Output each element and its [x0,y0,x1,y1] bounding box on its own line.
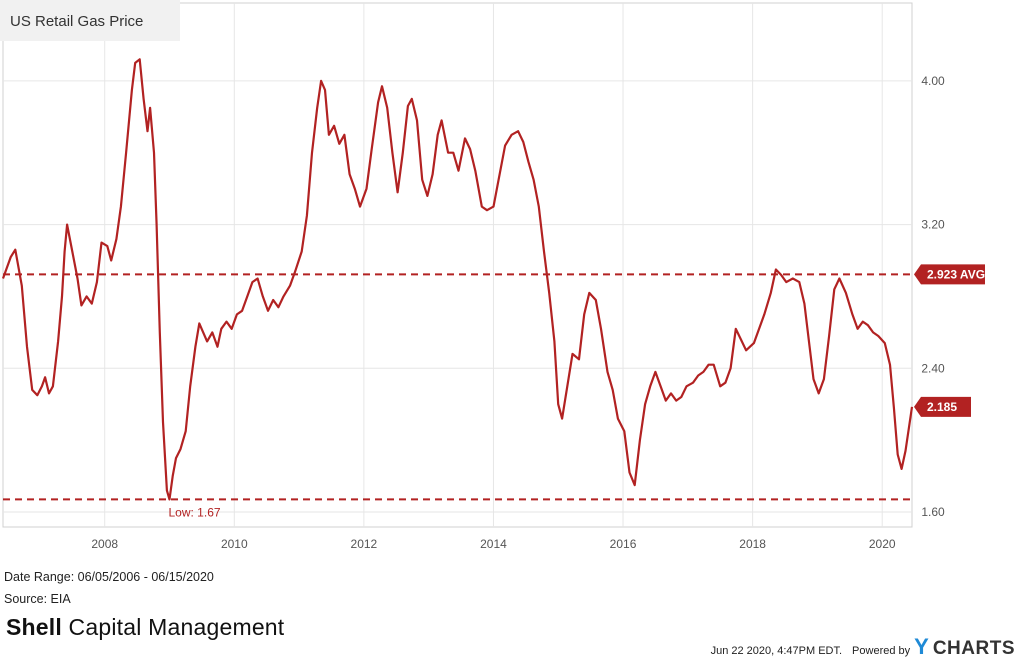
brand-strong: Shell [6,614,62,640]
chart: 2008 2010 2012 2014 2016 2018 2020 1.60 2.40 3.20… [1,2,985,551]
ycharts-logo-text: CHARTS [932,638,1015,659]
x-tick-label: 2018 [739,537,766,551]
title-box: US Retail Gas Price [0,0,180,41]
last-value-label: 2.185 [927,400,957,414]
y-tick-label: 4.00 [921,74,945,88]
footer-right: Jun 22 2020, 4:47PM EDT. Powered by Y CHA… [711,634,1015,660]
ycharts-logo-y: Y [914,634,929,659]
source-label: Source: EIA [4,592,71,606]
x-tick-label: 2014 [480,537,507,551]
avg-tag [914,264,985,285]
x-tick-label: 2020 [869,537,896,551]
y-tick-label: 2.40 [921,361,945,375]
x-tick-label: 2010 [221,537,248,551]
low-label: Low: 1.67 [169,505,221,519]
chart-title: US Retail Gas Price [10,13,144,30]
x-tick-label: 2016 [610,537,637,551]
x-tick-label: 2008 [91,537,118,551]
last-value-tag [914,396,971,417]
series-line [1,58,914,501]
timestamp: Jun 22 2020, 4:47PM EDT. [710,645,843,657]
avg-tag-label: 2.923 AVG [927,267,985,281]
brand-rest: Capital Management [61,614,285,640]
plot-frame [2,2,913,528]
x-tick-label: 2012 [351,537,378,551]
brand-logo: Shell Capital Management [6,614,284,641]
y-tick-label: 1.60 [921,505,945,519]
date-range: Date Range: 06/05/2006 - 06/15/2020 [4,570,214,584]
powered-by: Powered by [852,645,911,657]
y-tick-label: 3.20 [921,218,945,232]
